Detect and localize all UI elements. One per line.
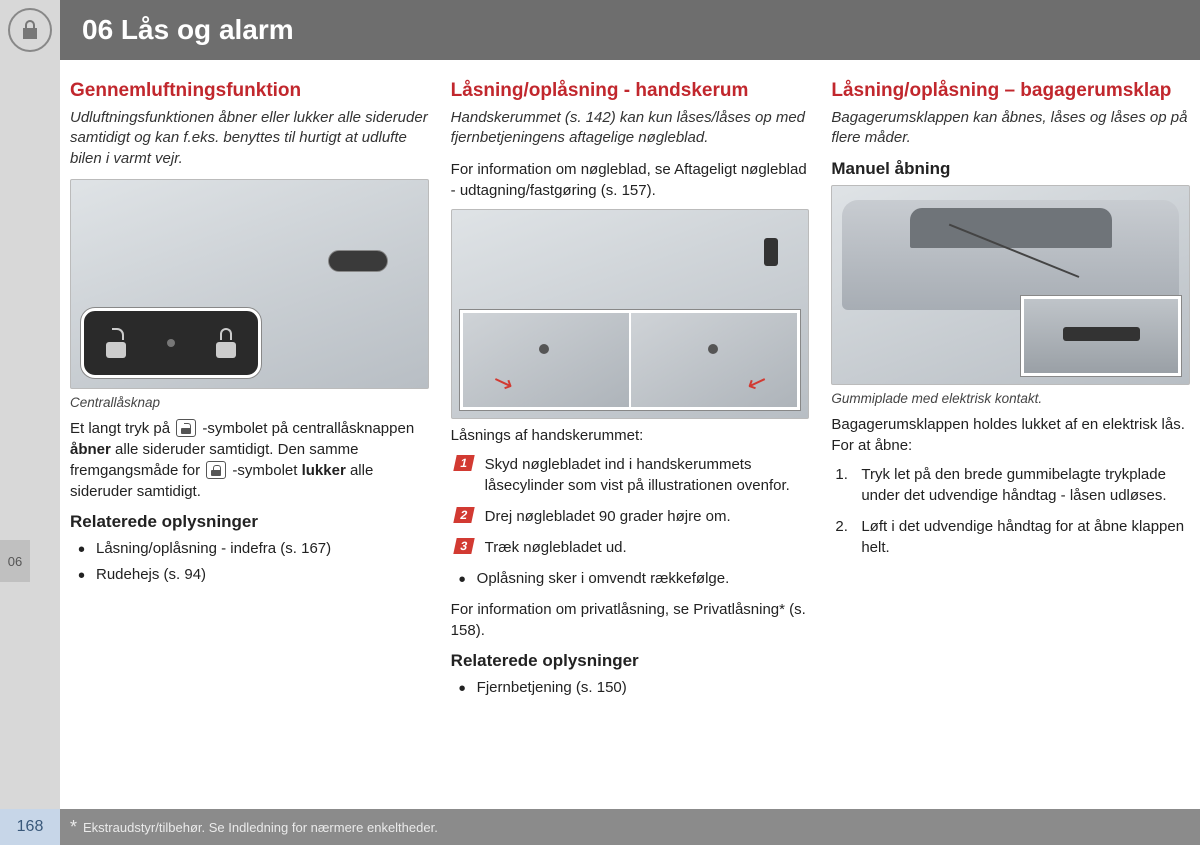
figure-glovebox: ↘ ↙ (451, 209, 810, 419)
page-number: 168 (0, 809, 60, 845)
step-list: Tryk let på den brede gummibelagte tryk­… (831, 464, 1190, 558)
list-item: Drej nøglebladet 90 grader højre om. (455, 506, 810, 527)
keyhole-icon (708, 344, 718, 354)
figure-trunk (831, 185, 1190, 385)
figure-caption: Gummiplade med elektrisk kontakt. (831, 391, 1190, 406)
related-heading: Relaterede oplysninger (451, 651, 810, 671)
footnote-marker: * (70, 817, 77, 838)
list-item: Låsning/oplåsning - indefra (s. 167) (74, 538, 429, 560)
footnote-text: Ekstraudstyr/tilbehør. Se Indledning for… (83, 820, 438, 835)
glovebox-handle (764, 238, 778, 266)
bold-text: åbner (70, 441, 111, 458)
text-fragment: -symbolet på centrallås­knappen (202, 420, 414, 437)
related-heading: Relaterede oplysninger (70, 512, 429, 532)
section-intro: Handskerummet (s. 142) kan kun låses/lås… (451, 108, 810, 149)
trunk-handle-icon (1063, 327, 1140, 341)
column-2: Låsning/oplåsning - handskerum Handskeru… (451, 80, 810, 709)
lock-symbol-icon (206, 461, 226, 479)
body-paragraph: For information om privatlåsning, se Pri… (451, 599, 810, 641)
column-1: Gennemluftningsfunktion Udluftningsfunkt… (70, 80, 429, 709)
page-footer: * Ekstraudstyr/tilbehør. Se Indledning f… (60, 809, 1200, 845)
keyhole-icon (539, 344, 549, 354)
lock-icon (18, 18, 42, 42)
list-item: Skyd nøglebladet ind i handskerummets lå… (455, 454, 810, 496)
list-item: Oplåsning sker i omvendt rækkefølge. (455, 568, 810, 590)
chapter-lock-icon (8, 8, 52, 52)
arrow-icon: ↘ (488, 365, 517, 399)
text-fragment: -symbolet (232, 462, 301, 479)
step-list: Skyd nøglebladet ind i handskerummets lå… (451, 454, 810, 558)
section-heading: Låsning/oplåsning – bagagerumsklap (831, 80, 1190, 102)
subsection-heading: Manuel åbning (831, 159, 1190, 179)
unlock-symbol-icon (176, 419, 196, 437)
chapter-tab: 06 (0, 540, 30, 582)
page-content: Gennemluftningsfunktion Udluftningsfunkt… (70, 80, 1190, 709)
indicator-dot (167, 339, 175, 347)
door-lock-panel (328, 250, 388, 272)
section-intro: Bagagerumsklappen kan åbnes, låses og lå… (831, 108, 1190, 149)
list-item: Rudehejs (s. 94) (74, 564, 429, 586)
related-list: Fjernbetjening (s. 150) (451, 677, 810, 699)
related-list: Låsning/oplåsning - indefra (s. 167) Rud… (70, 538, 429, 586)
chapter-header: 06 Lås og alarm (60, 0, 1200, 60)
bullet-list: Oplåsning sker i omvendt rækkefølge. (451, 568, 810, 590)
body-paragraph: Et langt tryk på -symbolet på centrallås… (70, 418, 429, 502)
chapter-title: 06 Lås og alarm (82, 14, 294, 46)
column-3: Låsning/oplåsning – bagagerumsklap Bagag… (831, 80, 1190, 709)
section-heading: Gennemluftningsfunktion (70, 80, 429, 102)
figure-caption: Låsnings af handskerummet: (451, 425, 810, 446)
list-item: Tryk let på den brede gummibelagte tryk­… (835, 464, 1190, 506)
text-fragment: Et langt tryk på (70, 420, 174, 437)
list-item: Fjernbetjening (s. 150) (455, 677, 810, 699)
body-paragraph: For information om nøgleblad, se Aftagel… (451, 159, 810, 201)
body-paragraph: Bagagerumsklappen holdes lukket af en el… (831, 414, 1190, 456)
figure-inset-lock-buttons (81, 308, 261, 378)
bold-text: lukker (302, 462, 346, 479)
left-sidebar: 06 168 (0, 0, 60, 845)
section-intro: Udluftningsfunktionen åbner eller lukker… (70, 108, 429, 169)
list-item: Løft i det udvendige håndtag for at åbne… (835, 516, 1190, 558)
list-item: Træk nøglebladet ud. (455, 537, 810, 558)
figure-inset-handle (1021, 296, 1181, 376)
figure-inset-keyblade: ↘ ↙ (460, 310, 801, 410)
figure-central-lock (70, 179, 429, 389)
section-heading: Låsning/oplåsning - handskerum (451, 80, 810, 102)
unlock-icon (103, 328, 129, 358)
figure-caption: Centrallåsknap (70, 395, 429, 410)
arrow-icon: ↙ (743, 365, 772, 399)
car-rear-illustration (842, 200, 1179, 310)
lock-icon (213, 328, 239, 358)
